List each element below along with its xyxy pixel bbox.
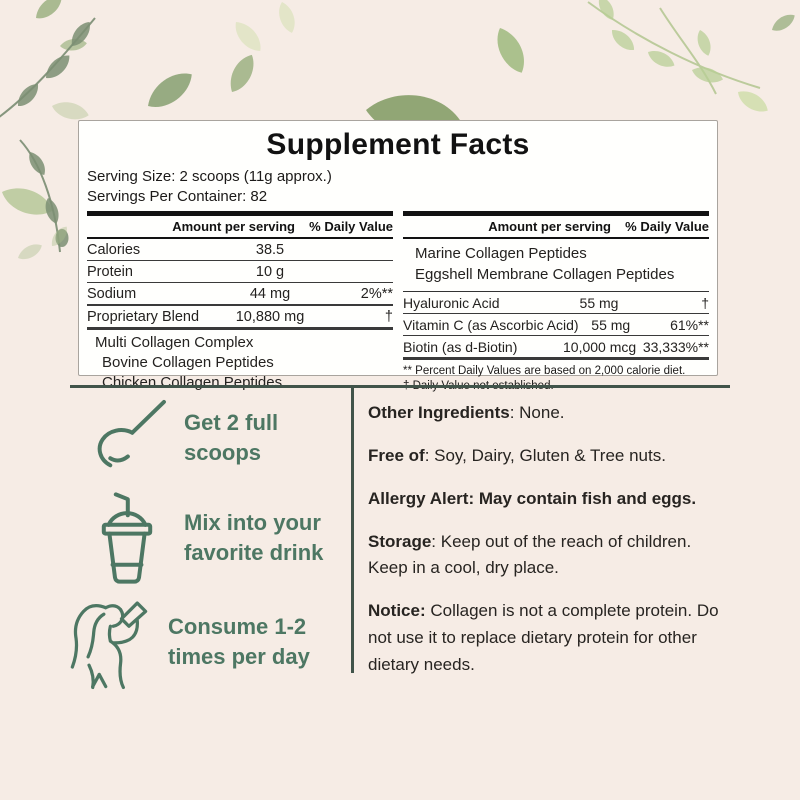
blend-item: Marine Collagen Peptides [415,245,587,262]
supplement-facts-panel: Supplement Facts Serving Size: 2 scoops … [78,120,718,392]
table-row: Vitamin C (as Ascorbic Acid) 55 mg 61%** [403,314,709,336]
blend-list: Marine Collagen Peptides Eggshell Membra… [403,239,709,292]
scoop-icon [76,394,178,482]
instruction-label: Consume 1-2 times per day [168,614,310,669]
servings-per-container: Servings Per Container: 82 [87,188,268,205]
nutrient-dv: † [384,309,393,325]
nutrient-name: Vitamin C (as Ascorbic Acid) [403,317,579,333]
facts-columns: Amount per serving % Daily Value Calorie… [87,211,709,394]
panel-title: Supplement Facts [266,128,530,161]
vertical-divider [351,385,354,673]
nutrient-amount: 55 mg [591,317,631,333]
table-header: Amount per serving % Daily Value [87,216,393,239]
instruction-label: Get 2 full scoops [184,410,279,465]
nutrient-name: Proprietary Blend [87,309,200,325]
thick-bar [87,211,393,216]
storage-text: Storage: Keep out of the reach of childr… [368,531,692,578]
nutrient-amount: 10,880 mg [235,309,305,325]
nutrient-dv: † [701,295,709,311]
table-row: Proprietary Blend 10,880 mg † [87,306,393,330]
nutrient-dv: 61%** [670,317,709,333]
horizontal-divider [70,385,730,388]
blend-item: Eggshell Membrane Collagen Peptides [415,266,675,283]
instruction-label: Mix into your favorite drink [184,510,324,565]
allergy-alert-text: Allergy Alert: May contain fish and eggs… [368,488,697,508]
nutrient-amount: 10 g [255,264,285,280]
blend-list: Multi Collagen Complex Bovine Collagen P… [87,330,393,393]
other-ingredients-text: Other Ingredients: None. [368,403,565,422]
serving-size: Serving Size: 2 scoops (11g approx.) [87,168,332,185]
table-row: Protein 10 g [87,261,393,283]
table-header: Amount per serving % Daily Value [403,216,709,239]
amount-header: Amount per serving [172,219,295,234]
footnotes: ** Percent Daily Values are based on 2,0… [403,360,709,394]
drink-cup-icon [76,486,178,590]
facts-right-column: Amount per serving % Daily Value Marine … [403,211,709,394]
footnote: ** Percent Daily Values are based on 2,0… [403,365,686,377]
blend-item: Multi Collagen Complex [95,334,254,351]
nutrient-name: Sodium [87,286,137,302]
free-of-text: Free of: Soy, Dairy, Gluten & Tree nuts. [368,445,666,465]
nutrient-dv: 33,333%** [642,339,709,355]
facts-left-column: Amount per serving % Daily Value Calorie… [87,211,393,394]
blend-item: Chicken Collagen Peptides [102,374,283,391]
instruction-mix: Mix into your favorite drink [76,486,366,590]
nutrient-amount: 10,000 mcg [563,339,637,355]
nutrient-amount: 38.5 [255,242,285,258]
table-row: Hyaluronic Acid 55 mg † [403,292,709,314]
nutrient-name: Biotin (as d-Biotin) [403,339,518,355]
table-row: Calories 38.5 [87,239,393,261]
instruction-scoops: Get 2 full scoops [76,394,324,482]
nutrient-name: Calories [87,242,141,258]
instruction-consume: Consume 1-2 times per day [64,592,360,692]
nutrient-name: Protein [87,264,133,280]
info-section: Other Ingredients: None. Free of: Soy, D… [368,400,732,695]
person-drinking-icon [64,592,166,692]
thick-bar [403,211,709,216]
nutrient-name: Hyaluronic Acid [403,295,500,311]
table-row: Sodium 44 mg 2%** [87,283,393,306]
table-row: Biotin (as d-Biotin) 10,000 mcg 33,333%*… [403,336,709,360]
amount-header: Amount per serving [488,219,611,234]
nutrient-amount: 55 mg [579,295,619,311]
blend-item: Bovine Collagen Peptides [102,354,274,371]
nutrient-amount: 44 mg [249,286,291,302]
notice-text: Notice: Collagen is not a complete prote… [368,601,719,675]
daily-value-header: % Daily Value [309,219,393,234]
daily-value-header: % Daily Value [625,219,709,234]
nutrient-dv: 2%** [360,286,393,302]
